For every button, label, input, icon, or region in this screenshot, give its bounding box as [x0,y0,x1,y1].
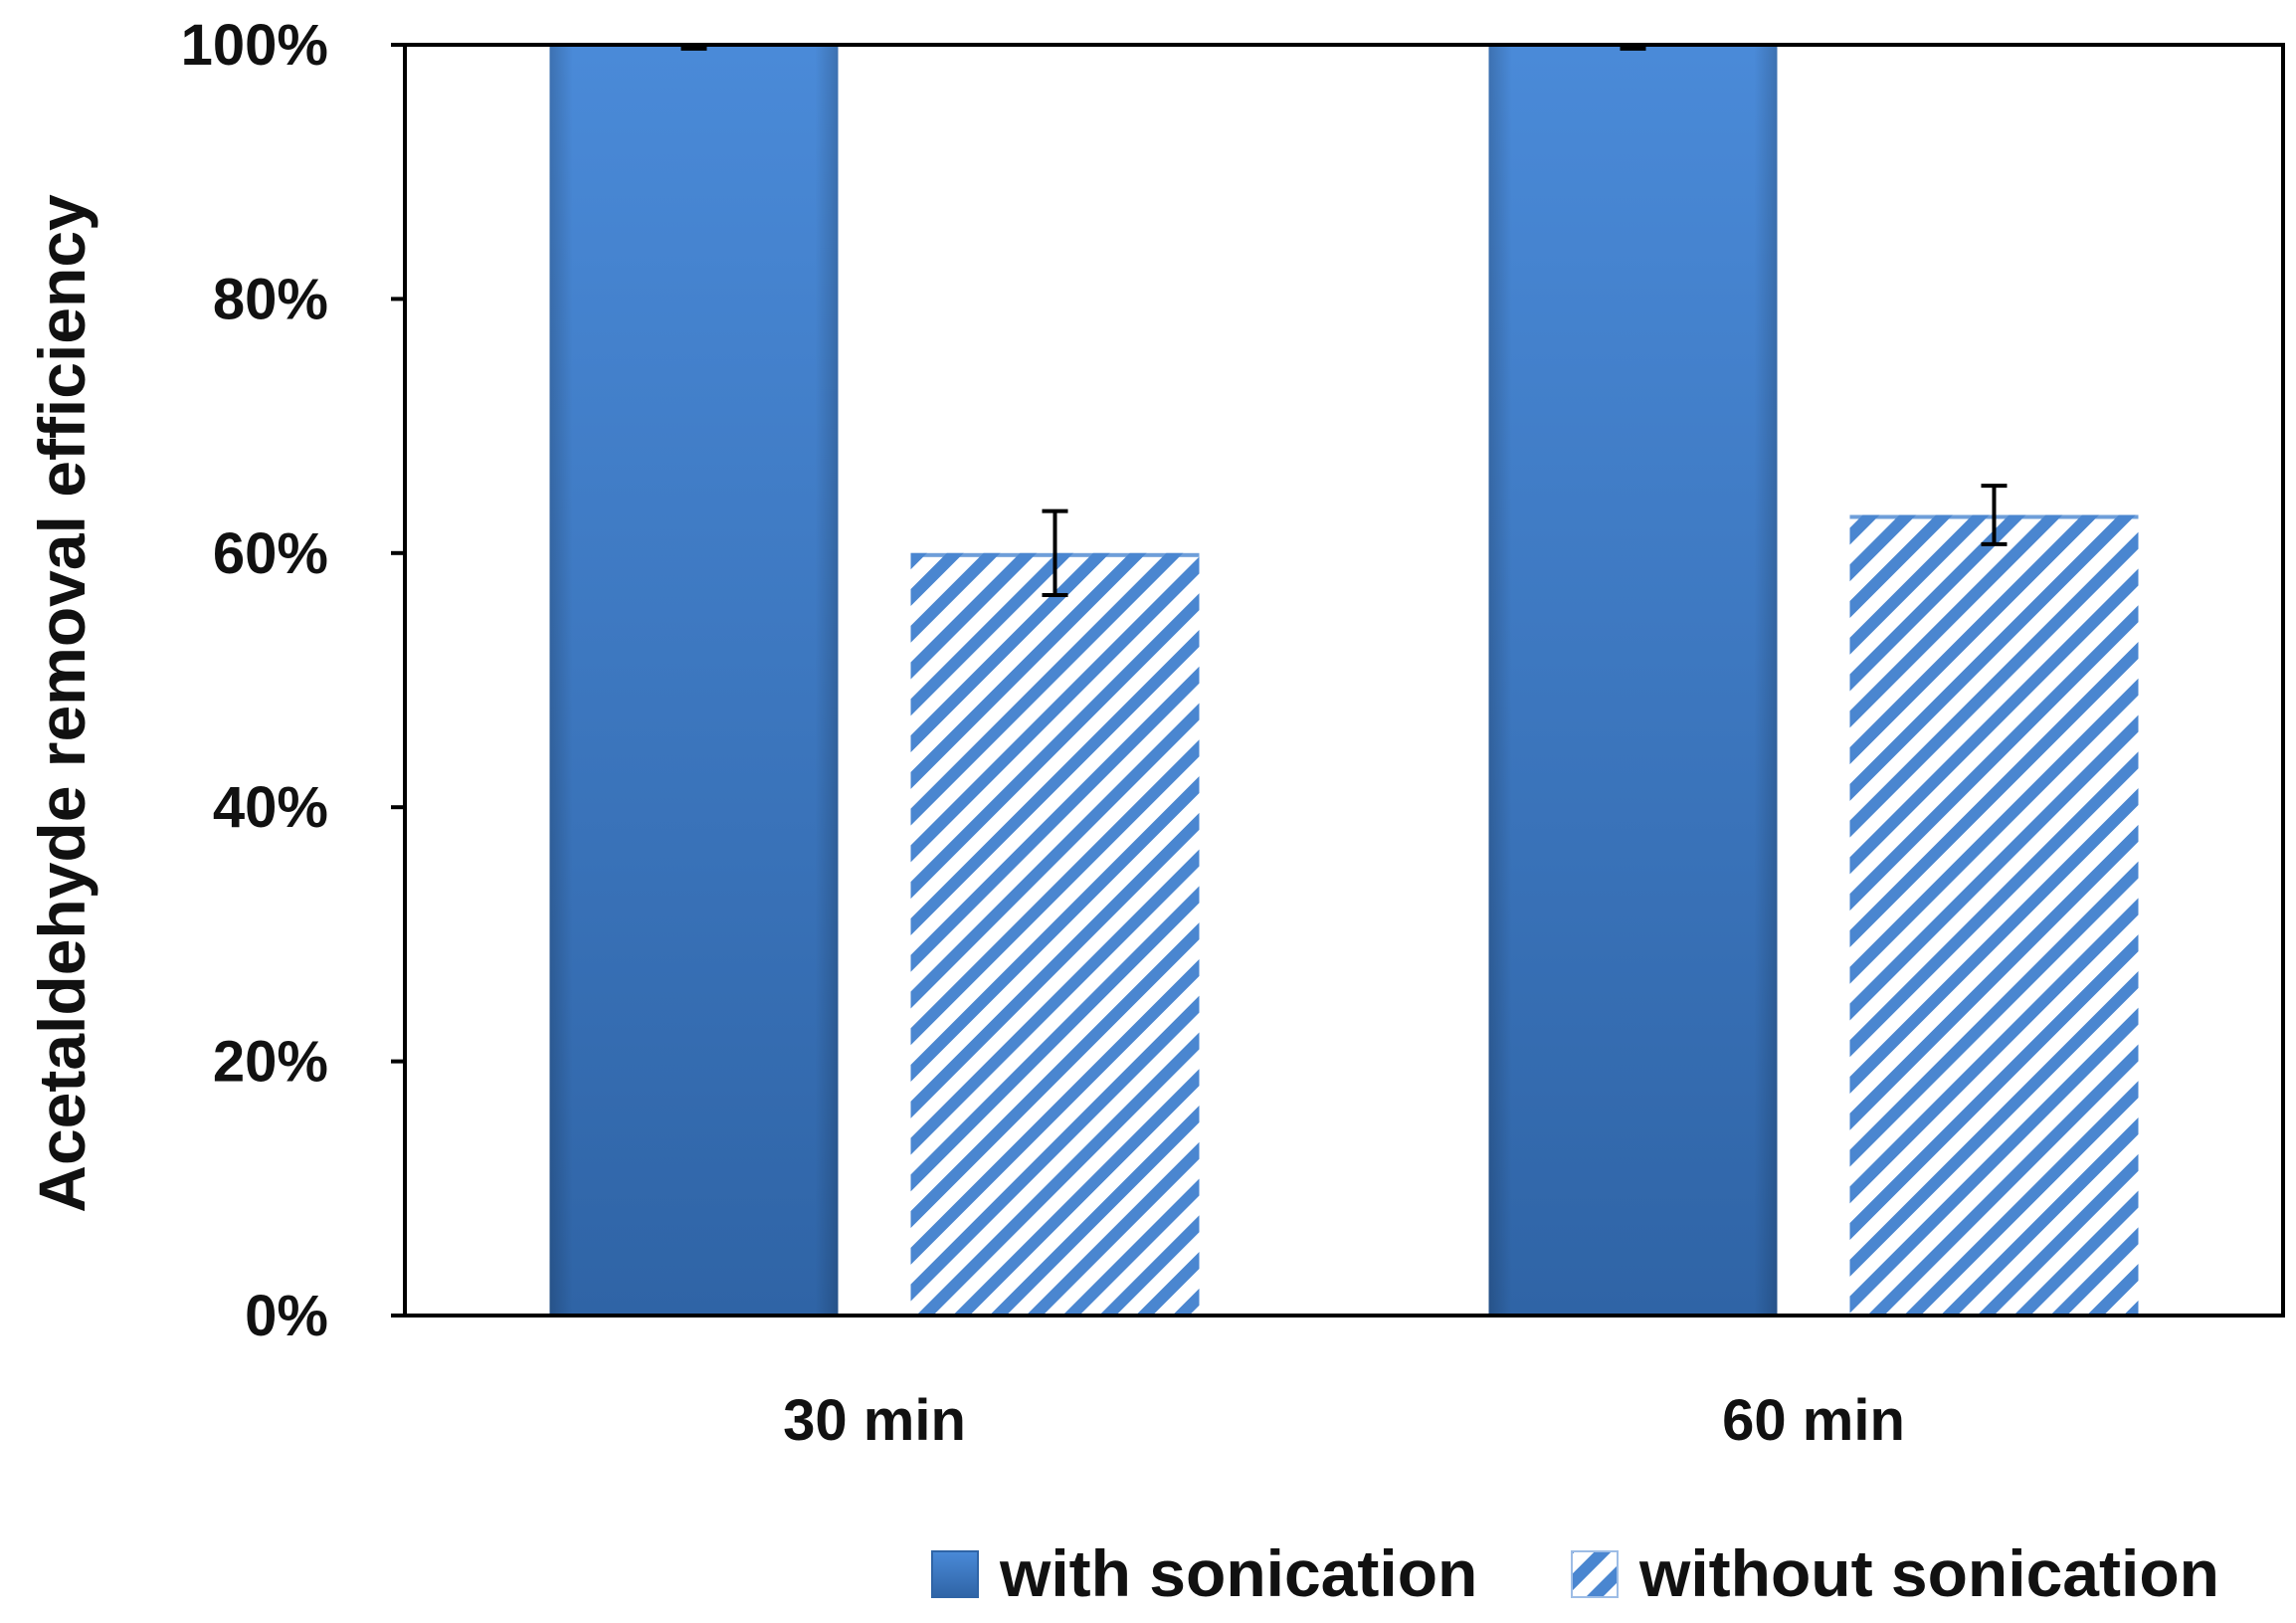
error-bar-without-sonication-1 [1981,484,2008,546]
y-tick-label-2: 40% [213,775,328,840]
legend-label-with-sonication: with sonication [999,1536,1477,1610]
y-axis-title: Acetaldehyde removal efficiency [25,194,98,1213]
y-tick-label-3: 60% [213,521,328,586]
x-tick-label-0: 30 min [783,1388,966,1453]
legend-swatch-without-sonication [1571,1550,1619,1598]
y-tick-label-1: 20% [213,1030,328,1095]
legend-label-without-sonication: without sonication [1638,1536,2219,1610]
legend-swatch-with-sonication [931,1550,979,1598]
plot-area [549,43,2139,1316]
bar-shade-with-sonication-0 [549,45,839,1316]
legend: with sonication without sonication [931,1536,2219,1610]
bar-without-sonication-0 [910,552,1200,1316]
x-tick-label-1: 60 min [1722,1388,1905,1453]
error-bar-without-sonication-0 [1042,508,1068,597]
bar-shade-with-sonication-1 [1488,45,1778,1316]
y-tick-label-4: 80% [213,267,328,331]
axes: 30 min 60 min 0% 20% 40% 60% 80% 100% [181,13,2285,1453]
legend-item-without-sonication: without sonication [1571,1536,2219,1610]
y-tick-label-0: 0% [245,1284,328,1348]
y-tick-label-5: 100% [181,13,328,78]
plot-frame [403,43,2285,1318]
legend-item-with-sonication: with sonication [931,1536,1477,1610]
bar-without-sonication-1 [1849,514,2139,1316]
